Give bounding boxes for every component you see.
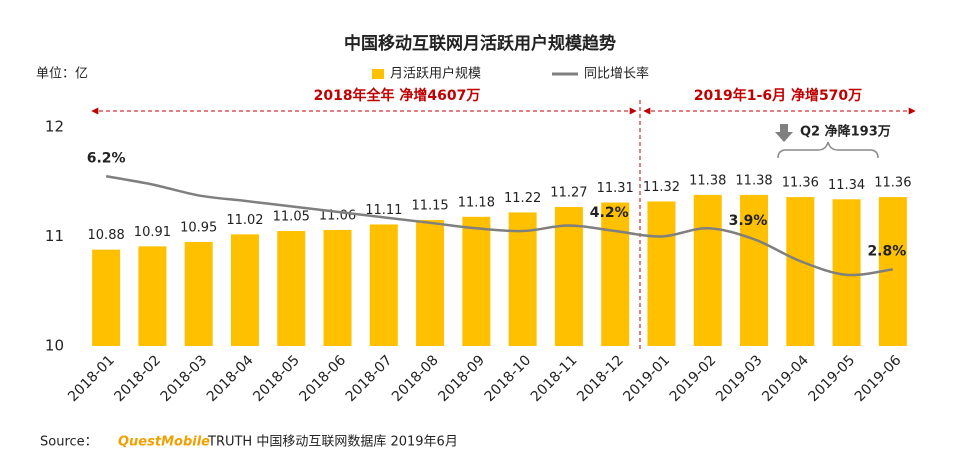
bar: [786, 197, 815, 346]
unit-label: 单位：亿: [36, 67, 88, 82]
chart-title: 中国移动互联网月活跃用户规模趋势: [344, 33, 616, 54]
bar-value-label: 11.18: [458, 195, 495, 210]
x-tick-label: 2018-11: [528, 352, 581, 405]
x-tick-label: 2019-03: [713, 352, 766, 405]
bar-value-label: 11.27: [550, 185, 587, 200]
bar: [416, 220, 445, 346]
bar-value-label: 11.11: [365, 203, 402, 218]
x-tick-label: 2018-02: [111, 352, 164, 405]
brace: [777, 141, 879, 159]
x-tick-label: 2019-06: [852, 352, 905, 405]
bar-value-label: 11.36: [874, 176, 911, 191]
legend-label: 同比增长率: [584, 66, 649, 82]
annotation: 2019年1-6月 净增570万: [694, 87, 862, 104]
line-value-label: 6.2%: [87, 150, 126, 166]
bar-value-label: 11.15: [411, 199, 448, 214]
line-value-label: 4.2%: [590, 205, 629, 221]
x-tick-label: 2018-05: [250, 352, 303, 405]
bar-value-label: 11.02: [226, 213, 263, 228]
bar: [92, 249, 121, 346]
y-tick-label: 12: [45, 118, 64, 136]
x-tick-label: 2018-04: [204, 352, 257, 405]
legend-swatch: [372, 69, 384, 79]
annotation-bg: [680, 86, 880, 106]
bar-value-label: 11.36: [782, 176, 819, 191]
bar-value-label: 11.34: [828, 178, 865, 193]
bar: [323, 229, 352, 346]
bar: [230, 234, 259, 346]
y-tick-label: 10: [45, 337, 64, 355]
bar-value-label: 10.95: [180, 220, 217, 235]
source-prefix: Source：: [40, 435, 98, 450]
bar: [693, 194, 722, 346]
bar-value-label: 11.22: [504, 191, 541, 206]
bar: [508, 212, 537, 346]
line-value-label: 3.9%: [729, 213, 768, 229]
bar-value-label: 11.05: [273, 210, 310, 225]
x-tick-label: 2018-10: [482, 352, 535, 405]
source-brand: QuestMobile: [118, 435, 210, 450]
x-tick-label: 2018-09: [435, 352, 488, 405]
y-tick-label: 11: [45, 227, 64, 245]
growth-line: [105, 175, 894, 277]
x-tick-label: 2019-01: [620, 352, 673, 405]
bar: [740, 194, 769, 346]
x-tick-label: 2019-02: [667, 352, 720, 405]
bar-value-label: 11.31: [597, 181, 634, 196]
down-arrow: [775, 124, 793, 142]
x-tick-label: 2018-12: [574, 352, 627, 405]
annotation: Q2 净降193万: [800, 124, 891, 140]
bar: [184, 241, 213, 346]
source-text: TRUTH 中国移动互联网数据库 2019年6月: [207, 434, 458, 450]
bar: [601, 202, 630, 346]
bar: [369, 224, 398, 346]
x-tick-label: 2018-07: [343, 352, 396, 405]
x-tick-label: 2018-03: [158, 352, 211, 405]
bar-value-label: 11.38: [735, 173, 772, 188]
bar: [277, 231, 306, 346]
annotation: 2018年全年 净增4607万: [314, 87, 481, 104]
bar: [138, 246, 167, 346]
line-value-label: 2.8%: [867, 243, 906, 259]
bar: [554, 206, 583, 346]
x-tick-label: 2018-01: [65, 352, 118, 405]
x-tick-label: 2019-05: [806, 352, 859, 405]
bar-value-label: 10.88: [88, 228, 125, 243]
x-tick-label: 2019-04: [759, 352, 812, 405]
annotation-bg: [290, 86, 505, 106]
bar: [647, 201, 676, 346]
bar-value-label: 11.38: [689, 173, 726, 188]
x-tick-label: 2018-06: [297, 352, 350, 405]
x-tick-label: 2018-08: [389, 352, 442, 405]
bar-value-label: 11.32: [643, 180, 680, 195]
bar: [462, 216, 491, 346]
legend-label: 月活跃用户规模: [390, 66, 481, 82]
bar-value-label: 10.91: [134, 225, 171, 240]
